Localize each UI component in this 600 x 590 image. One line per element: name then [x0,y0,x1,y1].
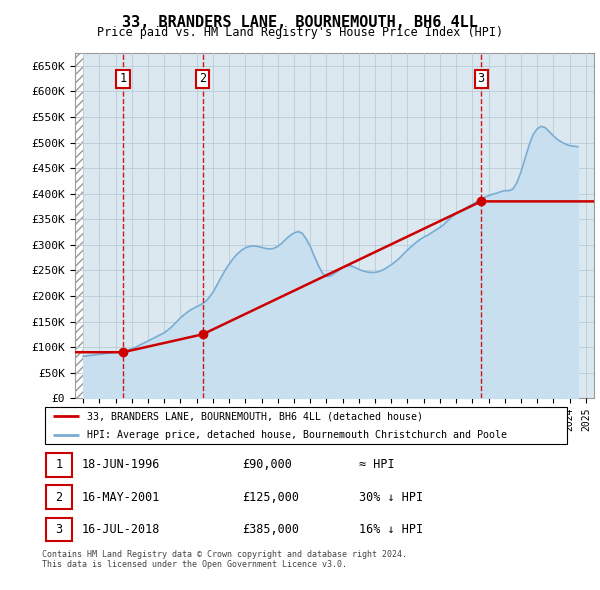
Text: Contains HM Land Registry data © Crown copyright and database right 2024.
This d: Contains HM Land Registry data © Crown c… [42,550,407,569]
Text: 33, BRANDERS LANE, BOURNEMOUTH, BH6 4LL (detached house): 33, BRANDERS LANE, BOURNEMOUTH, BH6 4LL … [87,411,423,421]
FancyBboxPatch shape [44,407,568,444]
Text: 30% ↓ HPI: 30% ↓ HPI [359,490,423,504]
Text: 16% ↓ HPI: 16% ↓ HPI [359,523,423,536]
Text: £90,000: £90,000 [242,458,293,471]
FancyBboxPatch shape [46,517,71,541]
Text: 16-MAY-2001: 16-MAY-2001 [82,490,160,504]
Text: 33, BRANDERS LANE, BOURNEMOUTH, BH6 4LL: 33, BRANDERS LANE, BOURNEMOUTH, BH6 4LL [122,15,478,30]
Text: Price paid vs. HM Land Registry's House Price Index (HPI): Price paid vs. HM Land Registry's House … [97,26,503,39]
Text: 18-JUN-1996: 18-JUN-1996 [82,458,160,471]
Text: £125,000: £125,000 [242,490,299,504]
Text: 3: 3 [478,73,485,86]
Text: 3: 3 [55,523,62,536]
Text: HPI: Average price, detached house, Bournemouth Christchurch and Poole: HPI: Average price, detached house, Bour… [87,430,507,440]
Text: 2: 2 [199,73,206,86]
Text: ≈ HPI: ≈ HPI [359,458,394,471]
Text: 2: 2 [55,490,62,504]
Text: 1: 1 [119,73,127,86]
FancyBboxPatch shape [46,486,71,509]
Text: £385,000: £385,000 [242,523,299,536]
Bar [75,53,83,398]
FancyBboxPatch shape [46,453,71,477]
Text: 16-JUL-2018: 16-JUL-2018 [82,523,160,536]
Text: 1: 1 [55,458,62,471]
